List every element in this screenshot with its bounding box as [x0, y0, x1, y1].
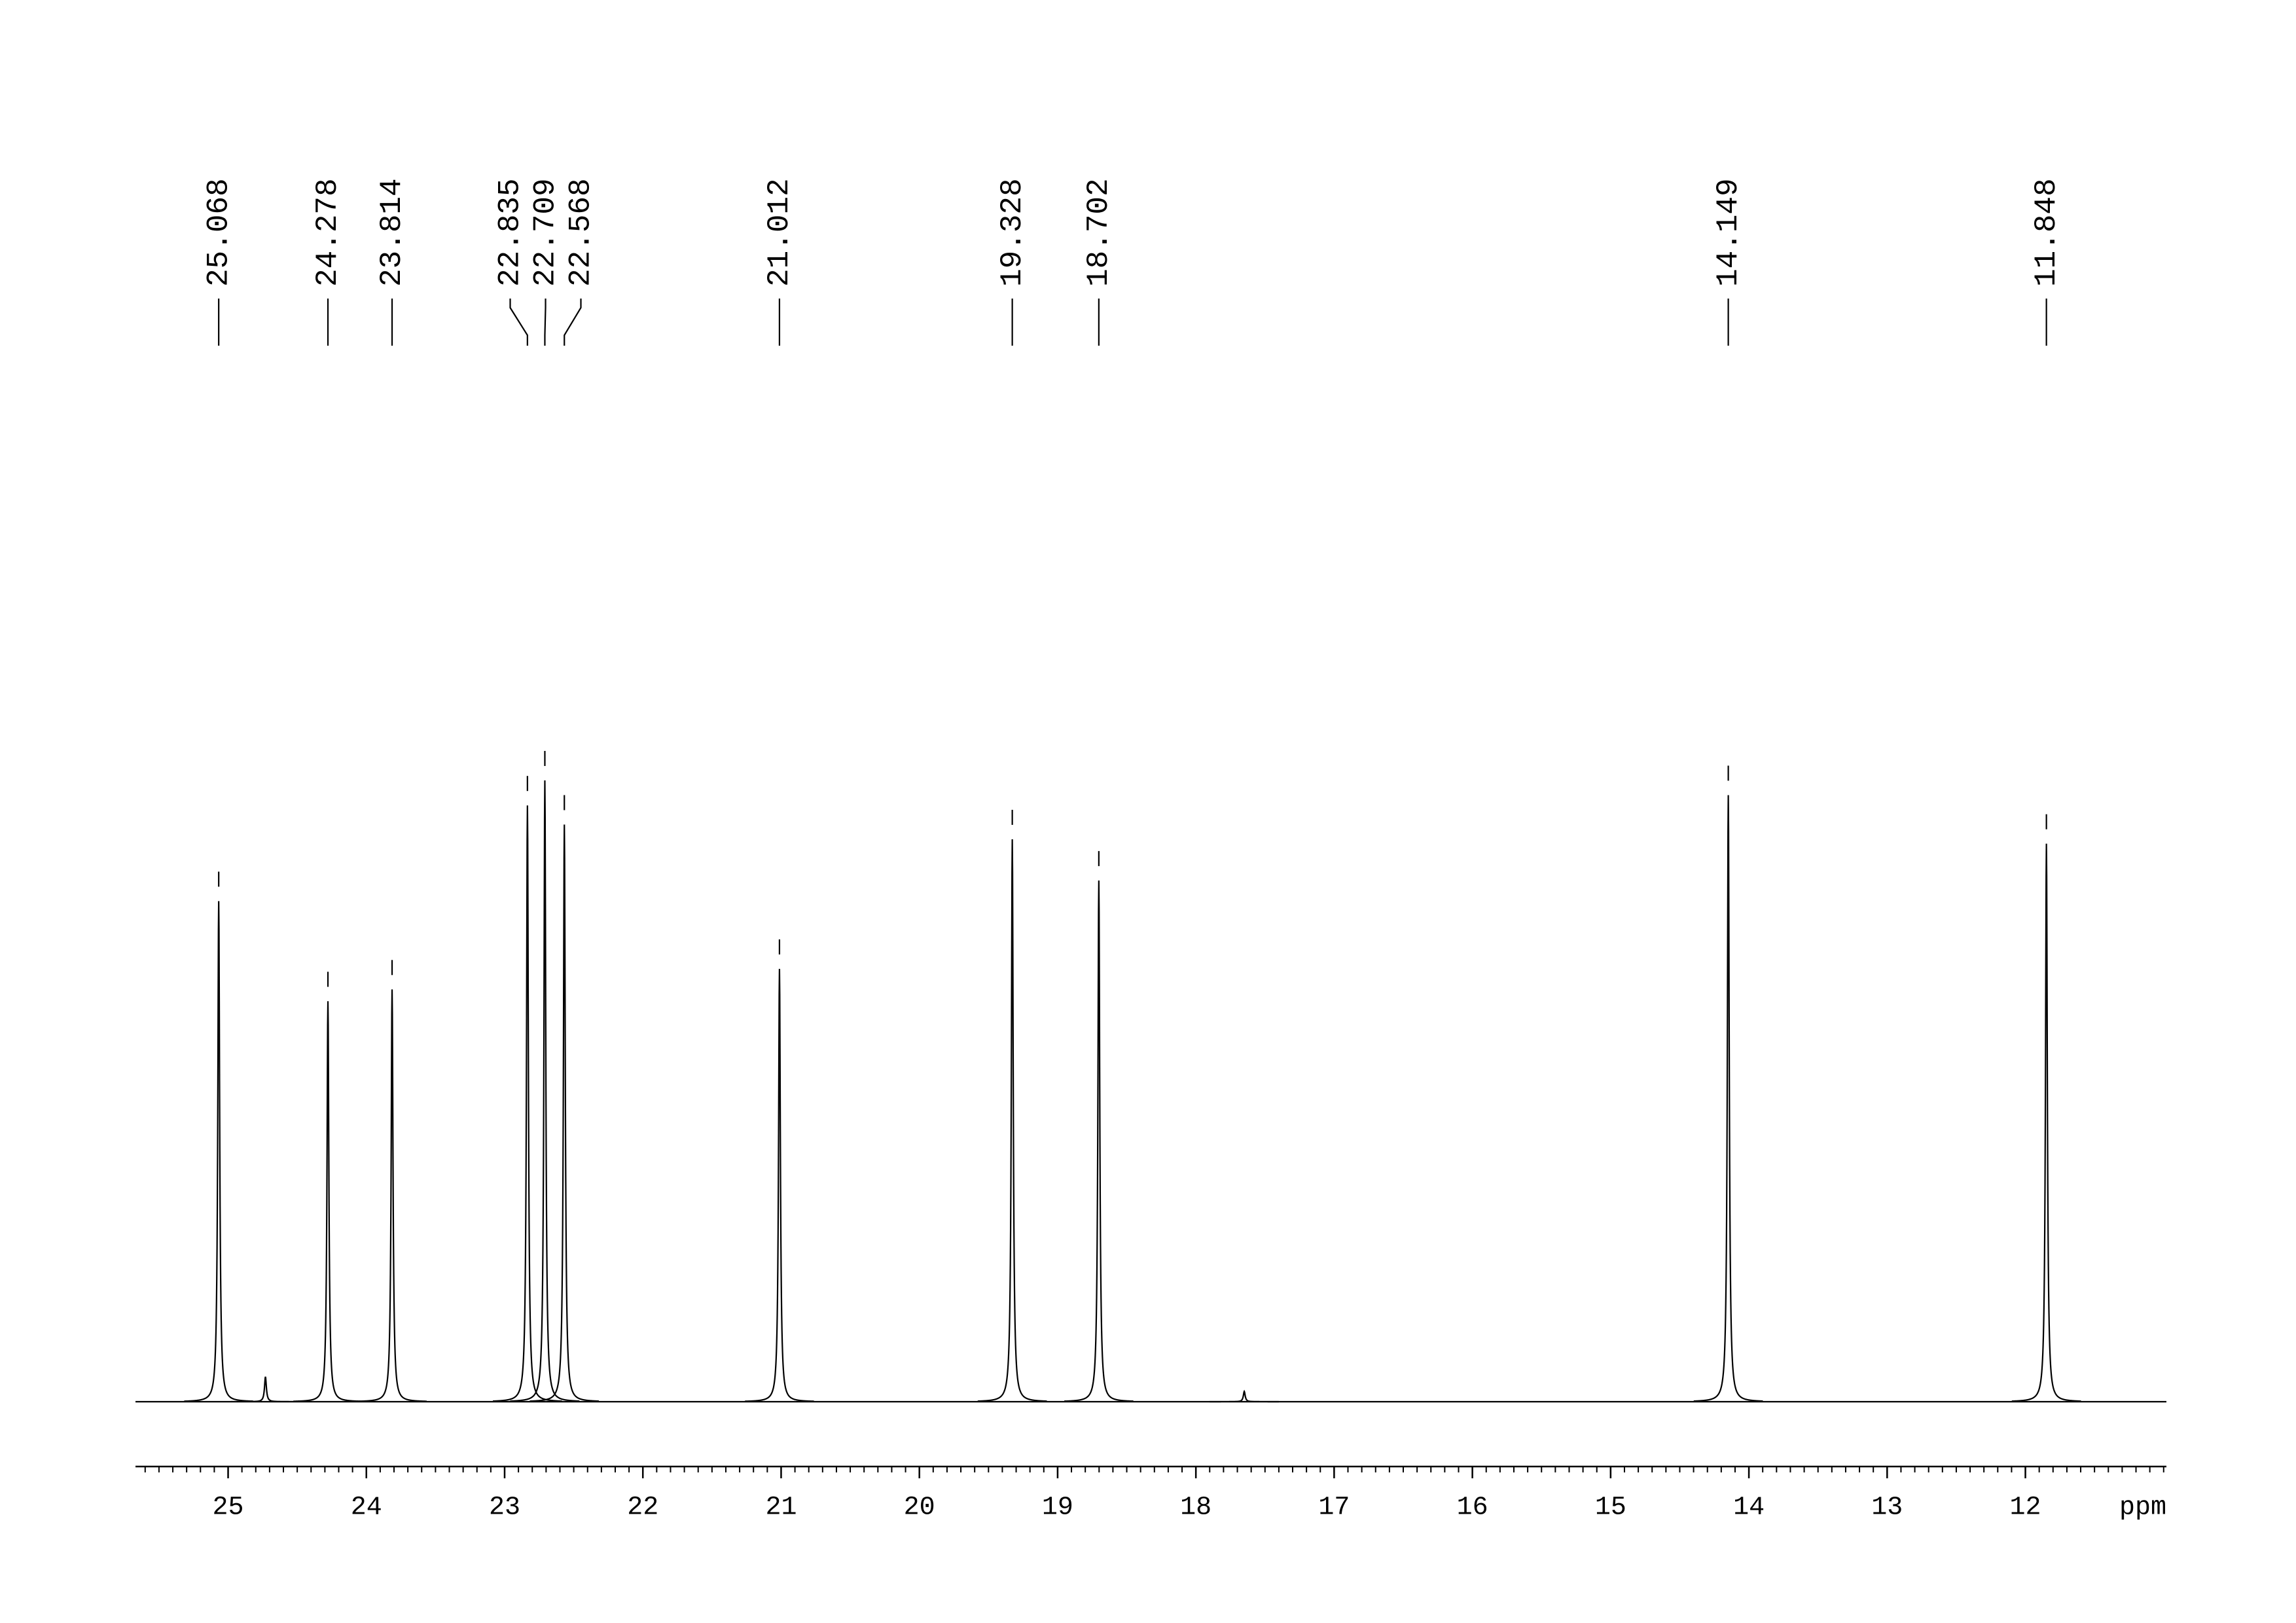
x-axis-label: ppm: [2119, 1493, 2166, 1523]
peak: [1210, 1389, 1279, 1403]
peak: [745, 968, 814, 1402]
peak: [492, 805, 562, 1402]
x-tick-label: 23: [489, 1493, 520, 1523]
peak-label: 24.278: [311, 178, 345, 287]
peak: [184, 901, 253, 1402]
x-tick-label: 25: [213, 1493, 244, 1523]
x-tick-label: 19: [1042, 1493, 1073, 1523]
peak: [1693, 795, 1763, 1402]
label-connector: [509, 299, 528, 346]
x-tick-label: 24: [351, 1493, 382, 1523]
peak: [230, 1376, 300, 1403]
x-tick-label: 13: [1871, 1493, 1903, 1523]
peak: [357, 989, 427, 1402]
peak-label: 23.814: [375, 178, 409, 287]
peak: [977, 839, 1047, 1402]
x-tick-label: 17: [1318, 1493, 1350, 1523]
peak: [293, 1001, 363, 1402]
x-tick-label: 18: [1180, 1493, 1211, 1523]
peak-label: 22.835: [493, 178, 528, 287]
peak-label: 22.568: [564, 178, 598, 287]
peak-label: 18.702: [1082, 178, 1116, 287]
x-tick-label: 22: [627, 1493, 658, 1523]
x-tick-label: 16: [1457, 1493, 1488, 1523]
peak: [529, 824, 600, 1402]
x-tick-label: 15: [1595, 1493, 1626, 1523]
peak-label: 22.709: [529, 178, 563, 287]
x-tick-label: 21: [765, 1493, 797, 1523]
peak-label: 21.012: [762, 178, 797, 287]
label-connector: [564, 299, 582, 346]
peak: [1064, 880, 1134, 1402]
peak: [2011, 843, 2081, 1402]
peak: [510, 780, 580, 1402]
peak-label: 14.149: [1712, 178, 1746, 287]
peak-label: 11.848: [2030, 178, 2064, 287]
x-tick-label: 14: [1733, 1493, 1765, 1523]
x-tick-label: 12: [2010, 1493, 2041, 1523]
peak-label: 19.328: [996, 178, 1030, 287]
x-tick-label: 20: [904, 1493, 935, 1523]
peak-label: 25.068: [202, 178, 236, 287]
